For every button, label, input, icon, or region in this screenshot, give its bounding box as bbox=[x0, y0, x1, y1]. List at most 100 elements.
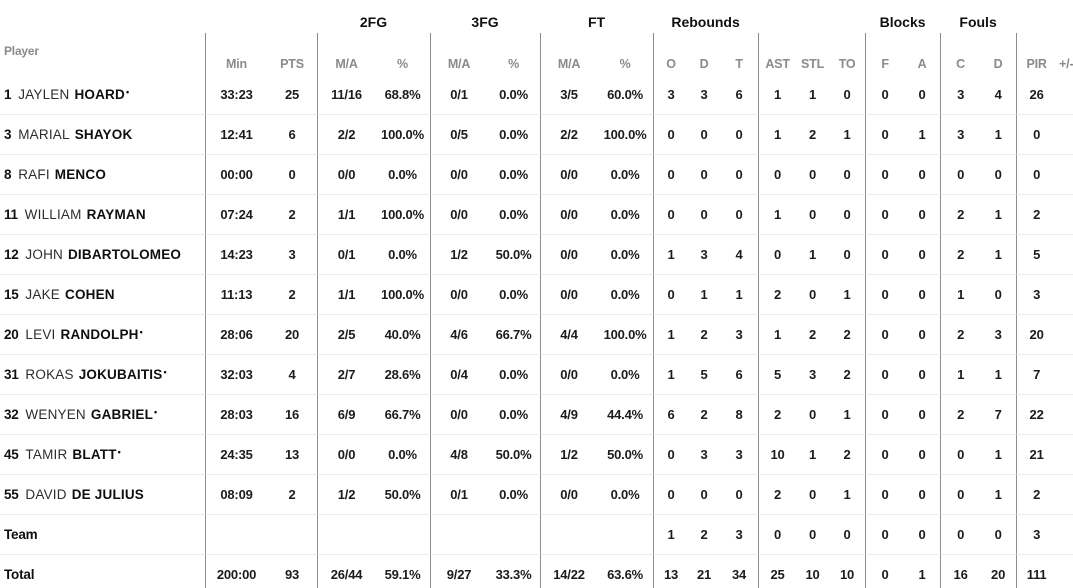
stat-to: 1 bbox=[829, 115, 866, 155]
stat-reb-t: 34 bbox=[720, 555, 758, 588]
stat-fg3-pct: 0.0% bbox=[487, 115, 541, 155]
stat-foul-c: 0 bbox=[940, 475, 981, 515]
group-header-rebounds: Rebounds bbox=[671, 14, 740, 30]
stat-blk-a: 0 bbox=[904, 195, 941, 235]
player-last-name: MENCO bbox=[54, 167, 107, 182]
col-header-reb-d: D bbox=[699, 57, 709, 71]
stat-ast: 2 bbox=[758, 275, 797, 315]
col-header-reb-t: T bbox=[735, 57, 743, 71]
stat-foul-d: 1 bbox=[980, 475, 1017, 515]
player-last-name: DE JULIUS bbox=[71, 487, 144, 502]
player-row: 1 JAYLEN HOARD• 33:23 25 11/16 68.8% 0/1 0.0% 3/5… bbox=[0, 75, 1073, 115]
stat-plusminus bbox=[1056, 475, 1073, 515]
stat-plusminus bbox=[1056, 275, 1073, 315]
player-number: 31 bbox=[4, 367, 19, 382]
player-number: 8 bbox=[4, 167, 12, 182]
stat-reb-t: 6 bbox=[720, 355, 759, 395]
player-number: 20 bbox=[4, 327, 19, 342]
stat-stl: 0 bbox=[796, 515, 830, 555]
stat-reb-d: 0 bbox=[688, 195, 721, 235]
stat-pts bbox=[267, 515, 317, 555]
stat-blk-f: 0 bbox=[865, 155, 905, 195]
stat-blk-a: 0 bbox=[904, 435, 941, 475]
stat-blk-f: 0 bbox=[865, 395, 905, 435]
stat-reb-t: 0 bbox=[720, 475, 759, 515]
stat-reb-o: 1 bbox=[653, 515, 689, 555]
stat-blk-f: 0 bbox=[865, 195, 905, 235]
group-header-row: 2FG 3FG FT Rebounds Blocks Fouls bbox=[0, 0, 1073, 33]
stat-fg3-ma: 0/4 bbox=[430, 355, 488, 395]
stat-to: 0 bbox=[829, 195, 866, 235]
stat-ft-ma: 3/5 bbox=[540, 75, 598, 115]
stat-fg2-ma: 1/2 bbox=[317, 475, 375, 515]
stat-pts: 6 bbox=[267, 115, 317, 155]
player-first-name: JAYLEN bbox=[18, 87, 70, 102]
player-row: 55 DAVID DE JULIUS 08:09 2 1/2 50.0% 0/1 0.0% 0/0… bbox=[0, 475, 1073, 515]
stat-min bbox=[205, 515, 267, 555]
stat-blk-f: 0 bbox=[865, 515, 905, 555]
stat-ast: 25 bbox=[758, 555, 796, 588]
group-spacer bbox=[0, 0, 205, 33]
stat-reb-t: 3 bbox=[720, 515, 759, 555]
stat-foul-c: 16 bbox=[940, 555, 980, 588]
col-header-ft-ma: M/A bbox=[540, 33, 597, 75]
player-first-name: JOHN bbox=[25, 247, 63, 262]
stat-reb-t: 0 bbox=[720, 115, 759, 155]
stat-blk-a: 1 bbox=[904, 555, 940, 588]
stat-foul-c: 3 bbox=[940, 75, 981, 115]
stat-blk-a: 0 bbox=[904, 475, 941, 515]
col-header-blk-f: F bbox=[865, 33, 904, 75]
col-header-blk-a: A bbox=[917, 57, 927, 71]
stat-ast: 1 bbox=[758, 195, 797, 235]
col-header-pir: PIR bbox=[1016, 33, 1056, 75]
stat-pir: 3 bbox=[1016, 275, 1057, 315]
stat-plusminus bbox=[1056, 395, 1073, 435]
stat-blk-f: 0 bbox=[865, 235, 905, 275]
stat-stl: 0 bbox=[796, 155, 830, 195]
total-label-cell: Total bbox=[0, 555, 205, 588]
stat-reb-o: 1 bbox=[653, 355, 689, 395]
col-header-3fg-pct: % bbox=[508, 57, 519, 71]
stat-fg2-ma: 26/44 bbox=[317, 555, 375, 588]
player-number: 11 bbox=[4, 207, 18, 222]
stat-foul-d: 3 bbox=[980, 315, 1017, 355]
stat-fg2-pct: 66.7% bbox=[375, 395, 431, 435]
stat-reb-o: 0 bbox=[653, 475, 689, 515]
stat-foul-c: 3 bbox=[940, 115, 981, 155]
player-last-name: RANDOLPH bbox=[60, 327, 139, 342]
stat-fg3-ma bbox=[430, 515, 488, 555]
stat-foul-c: 2 bbox=[940, 315, 981, 355]
team-label-cell: Team bbox=[0, 515, 205, 555]
col-header-ft-pct: % bbox=[619, 57, 631, 71]
col-header-3fg-ma: M/A bbox=[430, 33, 487, 75]
stat-reb-d: 2 bbox=[688, 515, 721, 555]
stat-ast: 1 bbox=[758, 115, 797, 155]
stat-min: 11:13 bbox=[205, 275, 267, 315]
stat-min: 08:09 bbox=[205, 475, 267, 515]
group-header-ft: FT bbox=[587, 14, 606, 30]
stat-fg2-ma: 2/7 bbox=[317, 355, 375, 395]
stat-reb-d: 2 bbox=[688, 395, 721, 435]
stat-stl: 10 bbox=[796, 555, 829, 588]
player-first-name: TAMIR bbox=[25, 447, 68, 462]
player-last-name: HOARD bbox=[74, 87, 125, 102]
stat-fg3-ma: 0/5 bbox=[430, 115, 488, 155]
stat-foul-d: 1 bbox=[980, 355, 1017, 395]
player-row: 12 JOHN DIBARTOLOMEO 14:23 3 0/1 0.0% 1/2 50.0% 0… bbox=[0, 235, 1073, 275]
stat-ft-ma: 2/2 bbox=[540, 115, 598, 155]
stat-fg3-pct: 0.0% bbox=[487, 75, 541, 115]
player-name-cell: 20 LEVI RANDOLPH• bbox=[0, 315, 205, 355]
col-header-2fg-pct: % bbox=[397, 57, 408, 71]
stat-blk-a: 0 bbox=[904, 155, 941, 195]
player-number: 32 bbox=[4, 407, 19, 422]
stat-pir: 22 bbox=[1016, 395, 1057, 435]
player-last-name: DIBARTOLOMEO bbox=[67, 247, 182, 262]
stat-pts: 25 bbox=[267, 75, 317, 115]
player-last-name: RAYMAN bbox=[86, 207, 146, 222]
stat-ft-ma bbox=[540, 515, 598, 555]
stat-fg2-pct: 100.0% bbox=[375, 115, 431, 155]
stat-foul-c: 0 bbox=[940, 155, 981, 195]
stat-pir: 7 bbox=[1016, 355, 1057, 395]
